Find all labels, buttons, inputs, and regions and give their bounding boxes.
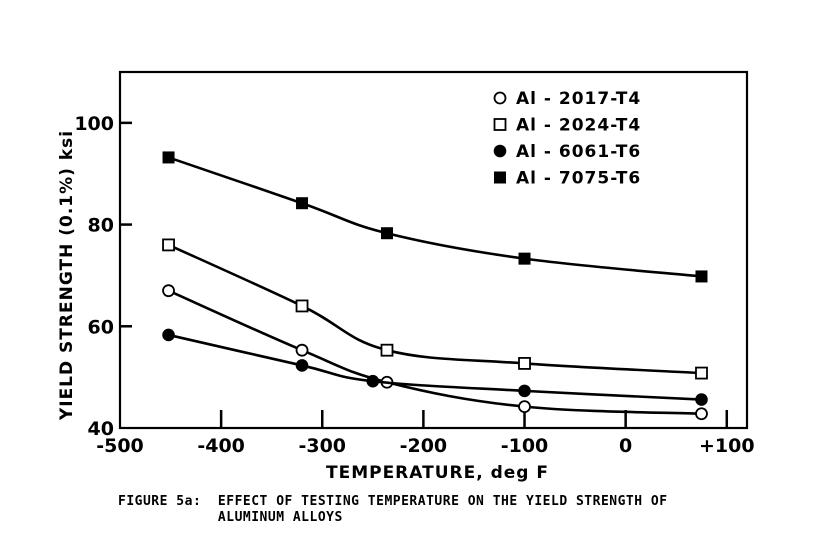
- series-line: [168, 333, 702, 401]
- data-point: [296, 197, 309, 210]
- legend-marker: [493, 91, 507, 105]
- legend-entry: Al - 6061-T6: [493, 142, 641, 162]
- data-point: [518, 252, 531, 265]
- data-point: [380, 227, 393, 240]
- data-point: [518, 384, 531, 398]
- legend: Al - 2017-T4 Al - 2024-T4 Al - 6061-T6 Al -…: [493, 89, 641, 189]
- series-4: [162, 151, 708, 283]
- data-point: [295, 343, 309, 357]
- data-point: [518, 400, 531, 414]
- data-point: [695, 270, 708, 283]
- data-point: [695, 407, 708, 421]
- x-tick-label: -300: [298, 435, 346, 457]
- x-tick-label: -500: [96, 435, 144, 457]
- y-tick-label: 60: [88, 316, 114, 338]
- data-point: [162, 151, 175, 164]
- y-tick-label: 100: [74, 113, 114, 135]
- legend-marker: [494, 171, 506, 184]
- x-tick-label: -400: [197, 435, 245, 457]
- legend-entry: Al - 2024-T4: [493, 116, 641, 136]
- x-tick-label: 0: [619, 435, 632, 457]
- caption-line-2: ALUMINUM ALLOYS: [118, 510, 343, 525]
- y-tick-label: 80: [88, 215, 114, 237]
- data-point: [295, 359, 309, 372]
- data-point: [695, 366, 708, 380]
- caption-line-1: FIGURE 5a: EFFECT OF TESTING TEMPERATURE…: [118, 494, 668, 509]
- x-tick-label: +100: [699, 435, 755, 457]
- axes-layer: -500 -400 -300 -200 -100 0 +100 40 60 80 100 TEMPER…: [57, 70, 755, 483]
- legend-label: Al - 2024-T4: [516, 116, 641, 136]
- x-tick-label: -100: [501, 435, 549, 457]
- figure-caption: FIGURE 5a: EFFECT OF TESTING TEMPERATURE…: [118, 494, 798, 526]
- data-point: [162, 284, 175, 298]
- series-line: [168, 156, 702, 278]
- data-point: [380, 343, 394, 357]
- data-point: [518, 357, 531, 370]
- y-axis-title: YIELD STRENGTH (0.1%) ksi: [57, 130, 77, 421]
- legend-label: Al - 7075-T6: [516, 169, 641, 189]
- y-tick-label: 40: [88, 418, 114, 440]
- x-tick-label: -200: [400, 435, 448, 457]
- x-axis-title: TEMPERATURE, deg F: [326, 463, 549, 483]
- series-2: [162, 238, 708, 380]
- data-point: [366, 374, 380, 388]
- series-3: [162, 328, 708, 406]
- legend-marker: [493, 118, 507, 131]
- plot-frame: [118, 70, 749, 430]
- legend-entry: Al - 7075-T6: [494, 169, 641, 189]
- data-point: [295, 299, 309, 313]
- data-point: [162, 238, 175, 252]
- legend-label: Al - 6061-T6: [516, 142, 641, 162]
- legend-entry: Al - 2017-T4: [493, 89, 641, 109]
- data-point: [695, 393, 708, 406]
- legend-marker: [493, 144, 507, 158]
- legend-label: Al - 2017-T4: [516, 89, 641, 109]
- series-layer: [162, 151, 708, 421]
- data-point: [162, 328, 175, 342]
